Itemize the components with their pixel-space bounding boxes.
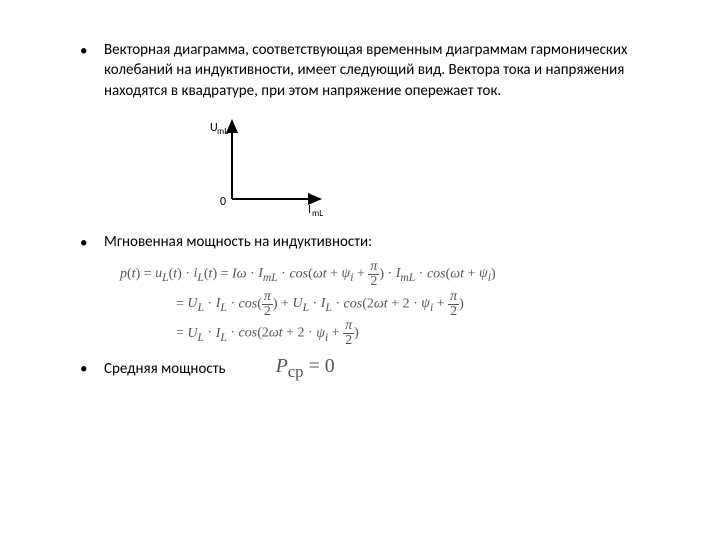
- bullet-2-text: Мгновенная мощность на индуктивности:: [104, 232, 660, 252]
- bullet-marker: •: [80, 40, 104, 62]
- bullet-3-text: Средняя мощность: [104, 359, 226, 379]
- bullet-1-text: Векторная диаграмма, соответствующая вре…: [104, 40, 660, 101]
- average-power-formula: Pср = 0: [276, 355, 335, 382]
- formula-line-2: = UL · IL · cos(π2) + UL · IL · cos(2ωt …: [120, 290, 660, 320]
- vector-diagram: U mL I mL 0: [180, 109, 660, 224]
- bullet-marker: •: [80, 358, 104, 380]
- power-formula: p(t) = uL(t) · iL(t) = Iω · ImL · cos(ωt…: [120, 260, 660, 350]
- diagram-y-sub: mL: [217, 126, 228, 137]
- bullet-3: • Средняя мощность Pср = 0: [80, 355, 660, 382]
- bullet-marker: •: [80, 232, 104, 254]
- bullet-1: • Векторная диаграмма, соответствующая в…: [80, 40, 660, 101]
- diagram-origin: 0: [220, 195, 226, 209]
- formula-line-3: = UL · IL · cos(2ωt + 2 · ψi + π2): [120, 319, 660, 349]
- bullet-2: • Мгновенная мощность на индуктивности:: [80, 232, 660, 254]
- phasor-diagram-svg: U mL I mL 0: [180, 109, 340, 219]
- diagram-x-label: I: [308, 203, 311, 217]
- diagram-x-sub: mL: [312, 208, 323, 219]
- formula-line-1: p(t) = uL(t) · iL(t) = Iω · ImL · cos(ωt…: [120, 260, 660, 290]
